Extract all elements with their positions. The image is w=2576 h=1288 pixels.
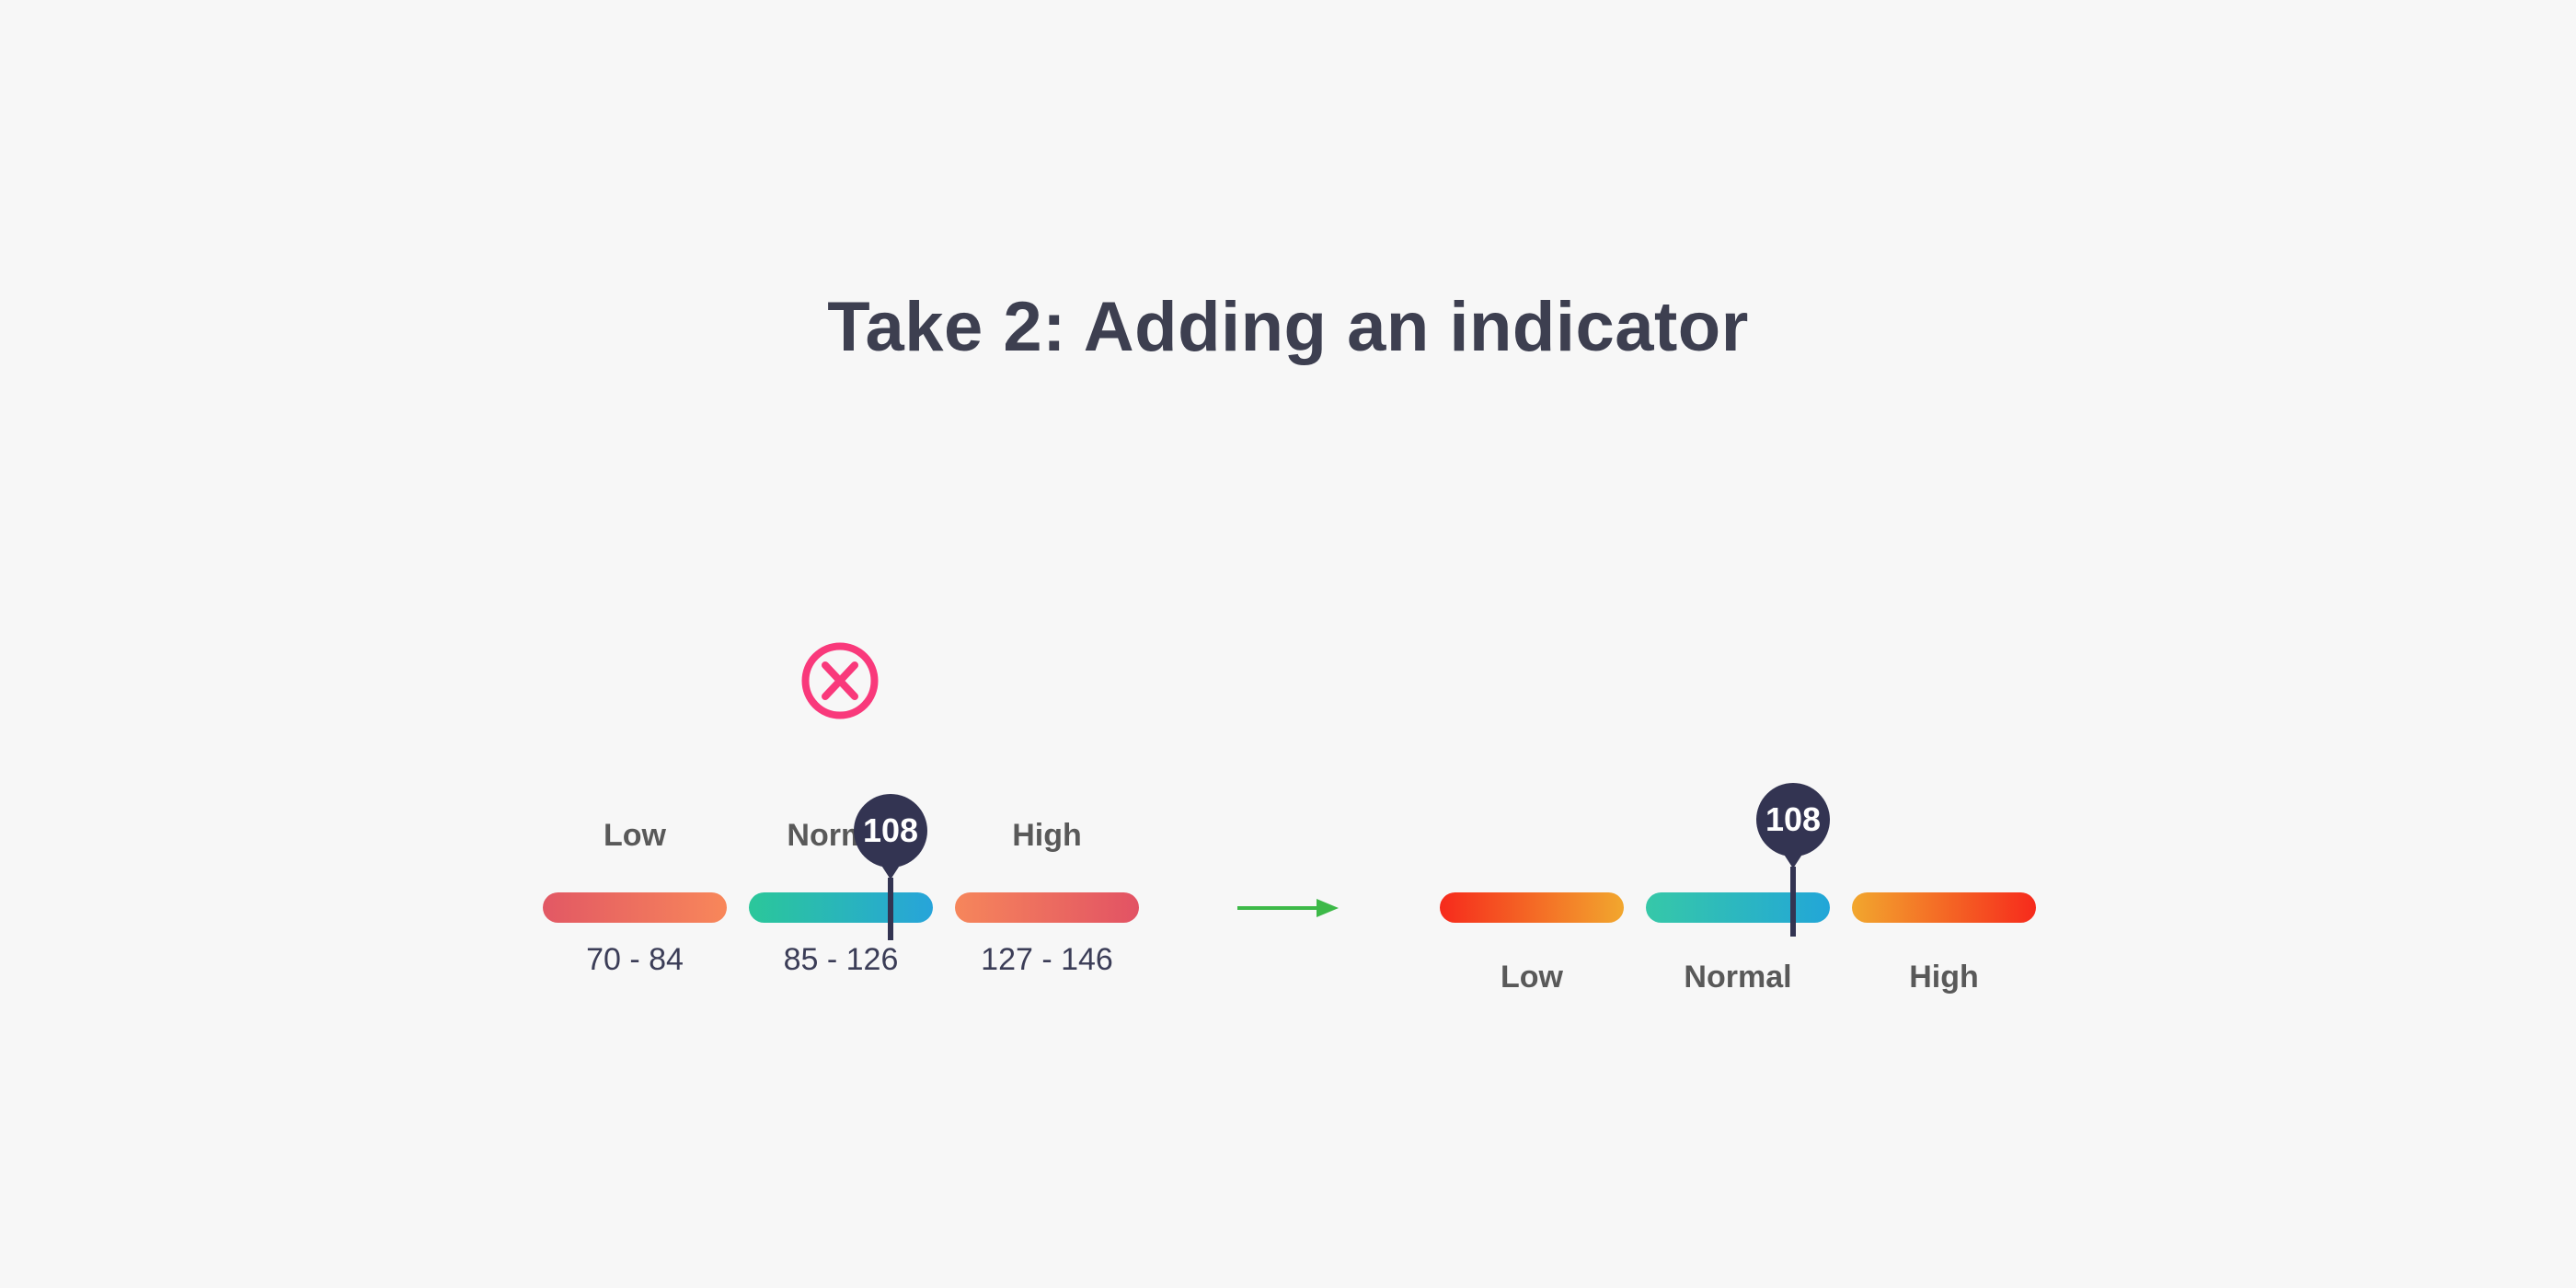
before-scale: Low 70 - 84 Normal 85 - 126 108 High 127… <box>543 794 1139 978</box>
segment-bar <box>749 892 933 923</box>
segment-bar <box>543 892 727 923</box>
segment-range: 70 - 84 <box>586 942 684 977</box>
value-indicator-pin: 108 <box>854 794 927 940</box>
rejected-cross-icon <box>801 642 879 719</box>
scale-segment-high: High 127 - 146 <box>955 814 1139 978</box>
indicator-tail <box>879 861 903 880</box>
segment-bar <box>1852 892 2036 923</box>
segment-range: 85 - 126 <box>783 942 899 977</box>
segment-label: Low <box>604 818 666 853</box>
segment-label: Low <box>1501 960 1563 995</box>
segment-bar <box>1440 892 1624 923</box>
segment-range: 127 - 146 <box>981 942 1113 977</box>
after-scale: Low Normal 108 High <box>1440 783 2036 998</box>
segment-label: High <box>1012 818 1082 853</box>
segment-label: Normal <box>1684 960 1792 995</box>
indicator-bubble: 108 <box>1756 783 1830 857</box>
scale-segment-normal: Normal 85 - 126 108 <box>749 794 933 978</box>
value-indicator-pin: 108 <box>1756 783 1830 937</box>
segment-bar <box>1646 892 1830 923</box>
segment-label: High <box>1909 960 1979 995</box>
indicator-tail <box>1781 850 1805 868</box>
segment-bar <box>955 892 1139 923</box>
scale-segment-high: High <box>1852 892 2036 998</box>
arrow-right-icon <box>1237 899 1339 917</box>
indicator-stick <box>1790 867 1796 937</box>
indicator-value: 108 <box>1765 800 1822 838</box>
scale-segment-low: Low 70 - 84 <box>543 814 727 978</box>
scale-segment-low: Low <box>1440 892 1624 998</box>
indicator-value: 108 <box>862 811 919 849</box>
page-title: Take 2: Adding an indicator <box>827 288 1749 366</box>
indicator-stick <box>888 878 893 940</box>
scale-segment-normal: Normal 108 <box>1646 783 1830 998</box>
indicator-bubble: 108 <box>854 794 927 868</box>
